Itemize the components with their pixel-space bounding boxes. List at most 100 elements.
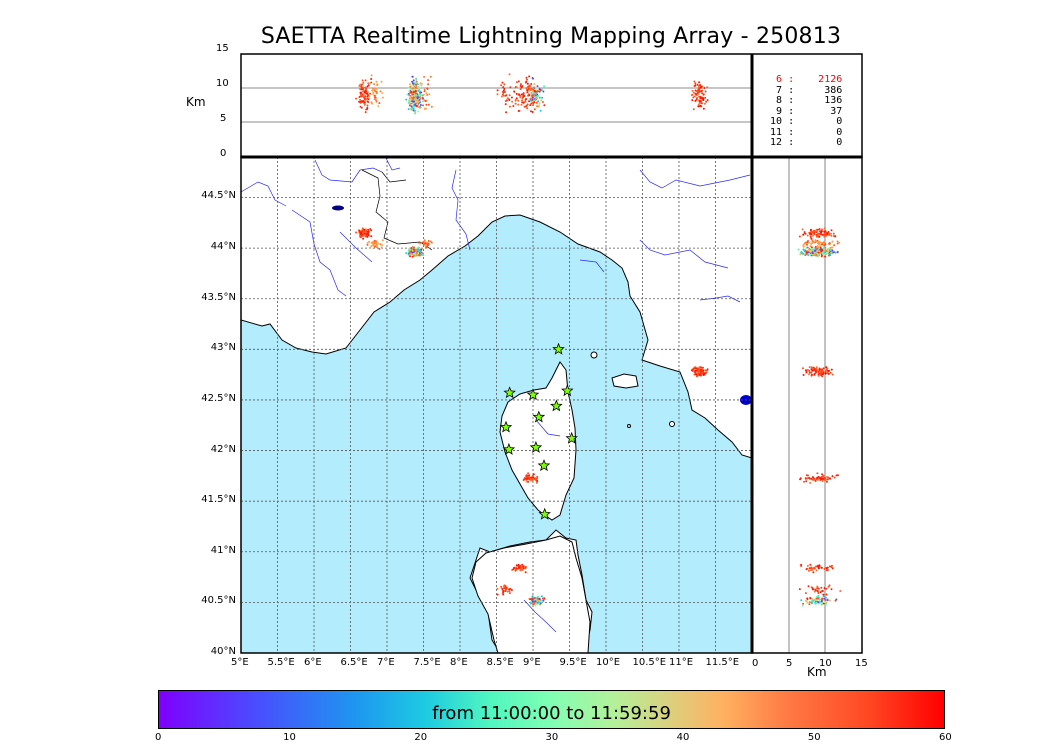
lightning-source-point bbox=[808, 476, 811, 479]
lightning-source-point bbox=[366, 90, 369, 93]
lightning-source-point bbox=[509, 86, 512, 89]
lightning-source-point bbox=[837, 474, 839, 477]
lightning-source-point bbox=[381, 239, 384, 242]
lightning-source-point bbox=[529, 98, 532, 100]
lightning-source-point bbox=[697, 105, 700, 108]
station-star-marker bbox=[499, 420, 513, 433]
lightning-source-point bbox=[831, 240, 834, 243]
lightning-source-point bbox=[526, 107, 529, 110]
top-ytick: 15 bbox=[216, 43, 229, 54]
lightning-source-point bbox=[374, 90, 377, 93]
lightning-source-point bbox=[808, 369, 811, 372]
lightning-source-point bbox=[818, 367, 821, 370]
lightning-source-point bbox=[374, 96, 376, 99]
lightning-source-point bbox=[526, 89, 529, 92]
longitude-tick-label: 6°E bbox=[304, 657, 322, 668]
lightning-source-point bbox=[821, 590, 824, 592]
lightning-source-point bbox=[523, 105, 526, 108]
lightning-source-point bbox=[536, 479, 539, 482]
lightning-source-point bbox=[828, 249, 831, 252]
lightning-source-point bbox=[812, 253, 814, 256]
lightning-source-point bbox=[414, 110, 417, 113]
right-xtick: 15 bbox=[855, 658, 868, 669]
lightning-source-point bbox=[806, 477, 809, 480]
lightning-source-point bbox=[823, 587, 826, 590]
lightning-source-point bbox=[373, 94, 376, 97]
lightning-source-point bbox=[821, 597, 824, 600]
lightning-source-point bbox=[802, 374, 805, 376]
lightning-source-point bbox=[813, 249, 816, 252]
lightning-source-point bbox=[542, 599, 545, 602]
lightning-source-point bbox=[409, 253, 412, 256]
lightning-source-point bbox=[359, 100, 362, 103]
lightning-source-point bbox=[695, 98, 698, 101]
lightning-source-point bbox=[359, 98, 362, 101]
lightning-source-point bbox=[508, 99, 511, 101]
lightning-source-point bbox=[367, 101, 370, 103]
lightning-source-point bbox=[522, 479, 525, 481]
lightning-source-point bbox=[699, 84, 702, 86]
lightning-source-point bbox=[367, 233, 370, 235]
lightning-source-point bbox=[805, 371, 808, 374]
colorbar-tick-label: 20 bbox=[414, 732, 428, 743]
lightning-source-point bbox=[524, 98, 527, 101]
pianosa-island bbox=[627, 424, 631, 428]
lightning-source-point bbox=[815, 233, 818, 236]
lightning-source-point bbox=[530, 110, 532, 113]
lightning-source-point bbox=[697, 368, 700, 371]
lightning-source-point bbox=[809, 245, 812, 247]
lightning-source-point bbox=[532, 473, 535, 476]
lightning-source-point bbox=[531, 598, 534, 601]
lightning-source-point bbox=[700, 105, 703, 108]
station-count-row: 11 : 0 bbox=[764, 126, 843, 138]
lightning-source-point bbox=[427, 79, 430, 82]
lightning-source-point bbox=[804, 592, 807, 595]
lightning-source-point bbox=[810, 237, 813, 240]
lightning-source-point bbox=[425, 103, 428, 106]
lightning-source-point bbox=[508, 73, 511, 76]
lightning-source-point bbox=[825, 593, 828, 596]
lightning-source-point bbox=[415, 104, 418, 107]
lightning-source-point bbox=[696, 370, 699, 373]
lightning-source-point bbox=[524, 100, 527, 103]
lightning-source-point bbox=[700, 90, 703, 93]
lightning-source-point bbox=[521, 563, 524, 566]
lightning-source-point bbox=[411, 94, 414, 97]
longitude-tick-label: 11°E bbox=[669, 657, 694, 668]
lightning-source-point bbox=[360, 106, 363, 109]
lightning-source-point bbox=[526, 480, 529, 483]
lightning-source-point bbox=[824, 246, 827, 249]
lightning-source-point bbox=[517, 99, 520, 102]
lightning-source-point bbox=[817, 234, 820, 236]
lightning-source-point bbox=[829, 232, 832, 235]
lightning-source-point bbox=[806, 368, 809, 371]
lightning-source-point bbox=[810, 253, 813, 256]
latitude-tick-label: 41°N bbox=[210, 544, 236, 556]
lightning-source-point bbox=[813, 590, 816, 593]
lightning-source-point bbox=[538, 598, 541, 601]
lightning-source-point bbox=[826, 371, 829, 374]
lightning-source-point bbox=[819, 247, 822, 249]
lightning-source-point bbox=[519, 565, 522, 568]
lightning-source-point bbox=[822, 367, 825, 370]
lightning-source-point bbox=[378, 248, 381, 250]
lightning-source-point bbox=[819, 370, 822, 373]
lightning-source-point bbox=[496, 587, 499, 590]
lightning-source-point bbox=[503, 83, 506, 86]
lightning-source-point bbox=[366, 92, 369, 95]
lightning-source-point bbox=[524, 571, 527, 574]
lightning-source-point bbox=[421, 100, 424, 103]
lightning-source-point bbox=[373, 242, 376, 245]
lightning-source-point bbox=[827, 373, 830, 375]
lightning-source-point bbox=[806, 234, 809, 237]
lightning-source-point bbox=[704, 90, 707, 93]
lightning-source-point bbox=[802, 233, 805, 236]
lightning-source-point bbox=[517, 110, 520, 112]
lightning-source-point bbox=[406, 93, 409, 96]
lightning-source-point bbox=[526, 91, 529, 94]
right-xtick: 5 bbox=[786, 658, 793, 669]
lightning-source-point bbox=[405, 98, 408, 101]
lightning-source-point bbox=[429, 240, 432, 243]
lightning-source-point bbox=[358, 96, 361, 98]
lightning-source-point bbox=[537, 105, 540, 108]
